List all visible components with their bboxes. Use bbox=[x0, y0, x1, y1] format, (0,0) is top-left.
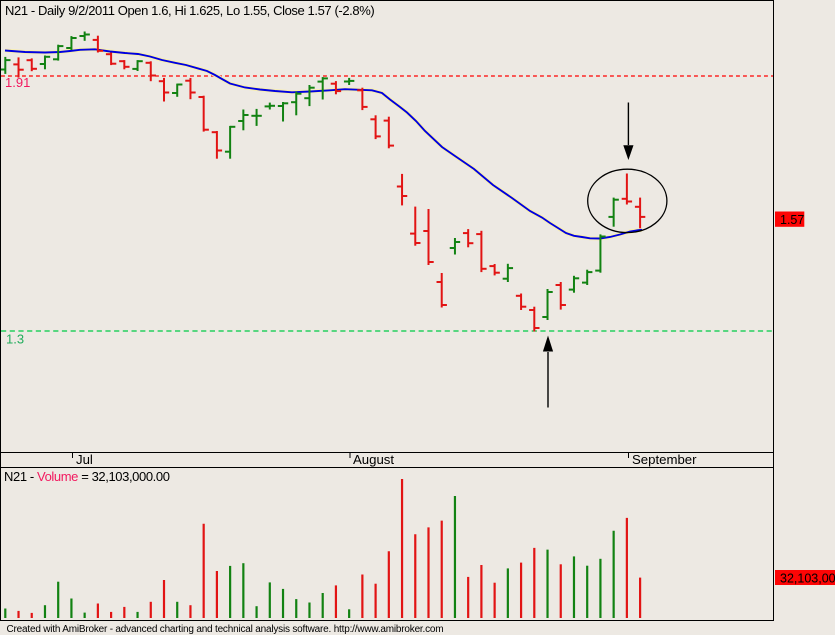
svg-text:1.91: 1.91 bbox=[5, 75, 30, 90]
svg-text:September: September bbox=[632, 452, 697, 467]
svg-text:N21 - Volume = 32,103,000.00: N21 - Volume = 32,103,000.00 bbox=[4, 469, 170, 484]
svg-text:Created with AmiBroker - advan: Created with AmiBroker - advanced charti… bbox=[7, 624, 444, 635]
svg-text:N21 - Daily 9/2/2011 Open 1.6,: N21 - Daily 9/2/2011 Open 1.6, Hi 1.625,… bbox=[5, 3, 374, 18]
svg-text:32,103,000: 32,103,000 bbox=[780, 571, 835, 585]
svg-text:1.57: 1.57 bbox=[780, 213, 804, 227]
svg-text:August: August bbox=[353, 452, 394, 467]
svg-text:Jul: Jul bbox=[76, 452, 93, 467]
svg-text:1.3: 1.3 bbox=[6, 332, 24, 347]
